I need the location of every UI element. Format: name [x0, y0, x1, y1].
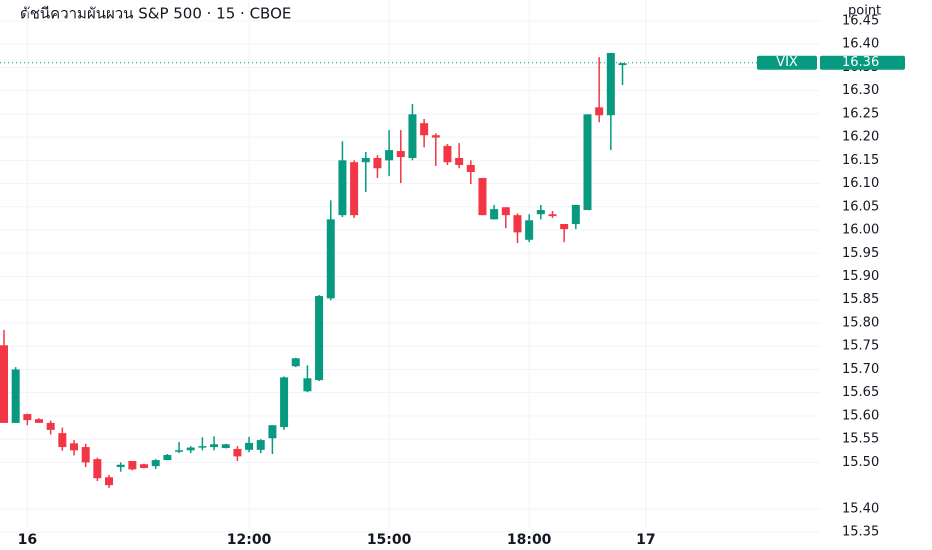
candle-body: [478, 177, 487, 216]
symbol-label: VIX: [776, 55, 798, 70]
y-tick-label: 15.50: [842, 455, 879, 470]
y-tick-label: 16.25: [842, 106, 879, 121]
candle-body: [431, 135, 440, 138]
candle-body: [396, 151, 405, 158]
candle-body: [291, 358, 300, 367]
candle-body: [256, 440, 265, 450]
candle-body: [140, 464, 149, 468]
y-tick-label: 15.75: [842, 339, 879, 354]
candle-body: [210, 444, 219, 448]
y-tick-label: 15.95: [842, 246, 879, 261]
candle-body: [513, 215, 522, 233]
y-tick-label: 15.60: [842, 408, 879, 423]
candle-body: [11, 369, 20, 423]
candle-body: [466, 164, 475, 172]
candle-body: [233, 448, 242, 457]
candle-body: [151, 460, 160, 467]
candle-body: [186, 447, 195, 451]
y-tick-label: 16.00: [842, 223, 879, 238]
y-tick-label: 16.20: [842, 130, 879, 145]
y-tick-label: 15.55: [842, 432, 879, 447]
y-tick-label: 15.35: [842, 525, 879, 540]
candle-body: [116, 464, 125, 468]
candle-body: [350, 162, 359, 216]
candle-body: [46, 422, 55, 430]
y-tick-label: 16.45: [842, 13, 879, 28]
y-tick-label: 16.15: [842, 153, 879, 168]
candle-body: [81, 447, 90, 463]
candle-body: [385, 150, 394, 161]
candle-body: [361, 158, 370, 163]
candle-body: [70, 443, 79, 451]
y-tick-label: 15.65: [842, 385, 879, 400]
candle-body: [175, 450, 184, 452]
x-tick-label: 16: [18, 532, 37, 548]
y-tick-label: 16.30: [842, 83, 879, 98]
y-tick-label: 15.90: [842, 269, 879, 284]
candle-body: [58, 433, 67, 448]
candle-body: [105, 477, 114, 486]
candle-body: [93, 459, 102, 479]
candle-body: [268, 425, 277, 439]
candle-body: [35, 419, 44, 423]
candle-body: [198, 446, 207, 448]
candle-body: [280, 377, 289, 428]
candle-body: [490, 209, 499, 220]
y-tick-label: 16.40: [842, 37, 879, 52]
y-tick-label: 15.80: [842, 315, 879, 330]
candle-body: [455, 158, 464, 165]
candle-body: [338, 160, 347, 216]
y-tick-label: 15.40: [842, 501, 879, 516]
x-tick-label: 15:00: [367, 532, 412, 548]
candle-body: [560, 223, 569, 230]
candle-body: [373, 158, 382, 169]
chart-title: ดัชนีความผันผวน S&P 500 · 15 · CBOE: [20, 5, 291, 23]
price-label: 16.36: [842, 55, 879, 70]
price-badge: [820, 55, 905, 70]
candle-body: [221, 444, 230, 448]
x-tick-label: 17: [636, 532, 655, 548]
y-tick-label: 16.10: [842, 176, 879, 191]
y-tick-label: 15.70: [842, 362, 879, 377]
candle-body: [618, 63, 627, 66]
candle-body: [128, 460, 137, 470]
candle-body: [548, 214, 557, 217]
symbol-badge: [757, 55, 817, 70]
candle-body: [606, 52, 615, 116]
candle-body: [23, 414, 32, 421]
candle-body: [443, 145, 452, 163]
candle-body: [163, 454, 172, 461]
y-tick-label: 15.85: [842, 292, 879, 307]
candle-body: [536, 210, 545, 215]
candle-body: [0, 345, 8, 423]
candle-body: [571, 204, 580, 224]
candle-body: [408, 114, 417, 159]
candle-body: [525, 220, 534, 240]
y-tick-label: 16.05: [842, 199, 879, 214]
candle-body: [326, 219, 335, 299]
x-tick-label: 18:00: [507, 532, 552, 548]
candle-body: [501, 207, 510, 216]
y-axis-label: point: [848, 4, 881, 19]
candle-body: [315, 296, 324, 381]
candle-body: [303, 378, 312, 392]
candle-body: [583, 114, 592, 211]
candle-body: [245, 442, 254, 450]
candle-body: [595, 107, 604, 116]
x-tick-label: 12:00: [227, 532, 272, 548]
candle-body: [420, 123, 429, 136]
